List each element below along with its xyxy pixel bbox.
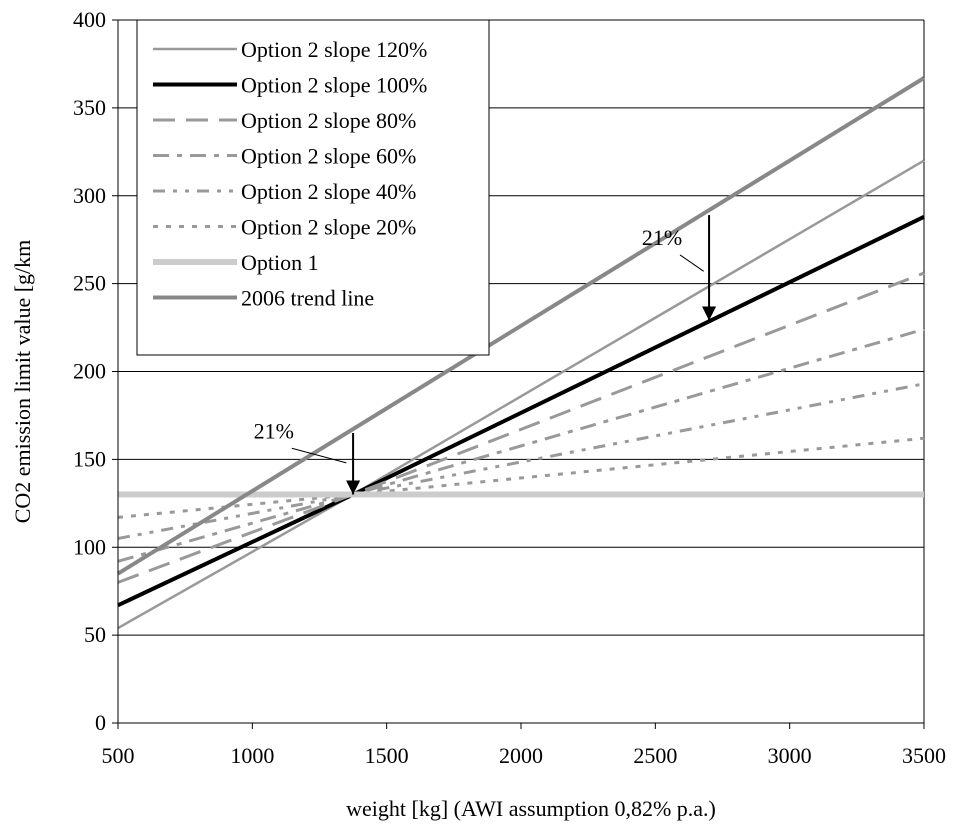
x-tick-label-3000: 3000 bbox=[768, 743, 812, 768]
x-tick-label-1000: 1000 bbox=[230, 743, 274, 768]
x-axis-title: weight [kg] (AWI assumption 0,82% p.a.) bbox=[346, 796, 716, 821]
legend-label-8: 2006 trend line bbox=[241, 286, 374, 311]
annotation-label-2: 21% bbox=[642, 225, 682, 250]
legend-label-3: Option 2 slope 80% bbox=[241, 108, 416, 133]
legend: Option 2 slope 120% Option 2 slope 100% Op… bbox=[136, 19, 490, 356]
x-tick-label-1500: 1500 bbox=[365, 743, 409, 768]
axes: 0 50 100 150 200 250 300 350 400 500 1000 1500 2000 2… bbox=[73, 7, 946, 768]
legend-label-7: Option 1 bbox=[241, 250, 319, 275]
series-line-8 bbox=[116, 76, 926, 576]
annotation-label-1: 21% bbox=[254, 418, 294, 443]
y-tick-label-50: 50 bbox=[84, 622, 106, 647]
series-line-5 bbox=[117, 382, 925, 540]
y-tick-label-350: 350 bbox=[73, 95, 106, 120]
series-line-6 bbox=[117, 436, 925, 519]
annotation-leader-1 bbox=[291, 447, 347, 464]
x-tick-label-2500: 2500 bbox=[633, 743, 677, 768]
y-tick-label-400: 400 bbox=[73, 7, 106, 32]
y-axis-title: CO2 emission limit value [g/km bbox=[10, 240, 35, 524]
legend-label-2: Option 2 slope 100% bbox=[241, 73, 427, 98]
annotations: 21% 21% bbox=[254, 215, 717, 495]
x-tick-label-3500: 3500 bbox=[902, 743, 946, 768]
y-tick-label-300: 300 bbox=[73, 183, 106, 208]
series-line-4 bbox=[117, 327, 925, 563]
y-tick-label-250: 250 bbox=[73, 271, 106, 296]
y-tick-label-200: 200 bbox=[73, 359, 106, 384]
y-tick-label-100: 100 bbox=[73, 534, 106, 559]
legend-label-5: Option 2 slope 40% bbox=[241, 179, 416, 204]
x-tick-label-500: 500 bbox=[102, 743, 135, 768]
annotation-leader-2 bbox=[679, 254, 704, 272]
legend-label-1: Option 2 slope 120% bbox=[241, 37, 427, 62]
y-tick-label-150: 150 bbox=[73, 446, 106, 471]
legend-label-6: Option 2 slope 20% bbox=[241, 215, 416, 240]
legend-label-4: Option 2 slope 60% bbox=[241, 144, 416, 169]
x-tick-label-2000: 2000 bbox=[499, 743, 543, 768]
y-tick-label-0: 0 bbox=[95, 710, 106, 735]
